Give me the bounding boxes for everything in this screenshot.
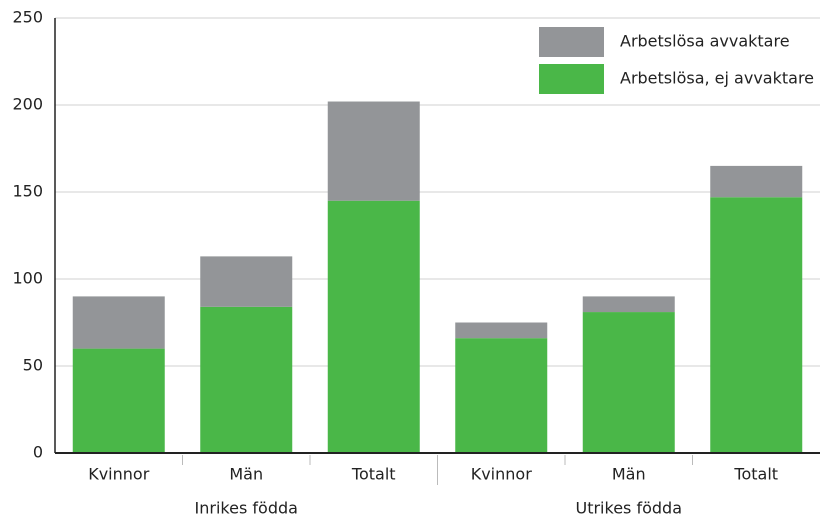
bar-segment — [710, 197, 803, 453]
bar-segment — [327, 200, 420, 453]
x-tick-label: Totalt — [351, 465, 396, 484]
legend-text: Arbetslösa avvaktare — [620, 32, 790, 51]
y-tick-label: 0 — [33, 443, 43, 462]
x-tick-label: Totalt — [733, 465, 778, 484]
y-tick-label: 100 — [12, 269, 43, 288]
bar-segment — [200, 256, 293, 307]
y-tick-label: 150 — [12, 182, 43, 201]
group-label: Utrikes födda — [575, 499, 682, 518]
y-tick-label: 50 — [23, 356, 43, 375]
legend-swatch — [539, 27, 604, 57]
bar-segment — [582, 296, 675, 313]
bar-segment — [455, 338, 548, 453]
bar-segment — [200, 306, 293, 453]
x-tick-label: Kvinnor — [88, 465, 149, 484]
bar-segment — [582, 312, 675, 453]
x-tick-label: Män — [229, 465, 263, 484]
bar-segment — [72, 348, 165, 453]
bar-segment — [72, 296, 165, 349]
bar-segment — [327, 101, 420, 201]
y-tick-label: 200 — [12, 95, 43, 114]
x-tick-label: Kvinnor — [471, 465, 532, 484]
legend-swatch — [539, 64, 604, 94]
x-tick-label: Män — [612, 465, 646, 484]
bar-segment — [455, 322, 548, 339]
bar-segment — [710, 165, 803, 198]
y-tick-label: 250 — [12, 8, 43, 27]
legend-text: Arbetslösa, ej avvaktare — [620, 69, 814, 88]
group-label: Inrikes födda — [195, 499, 298, 518]
